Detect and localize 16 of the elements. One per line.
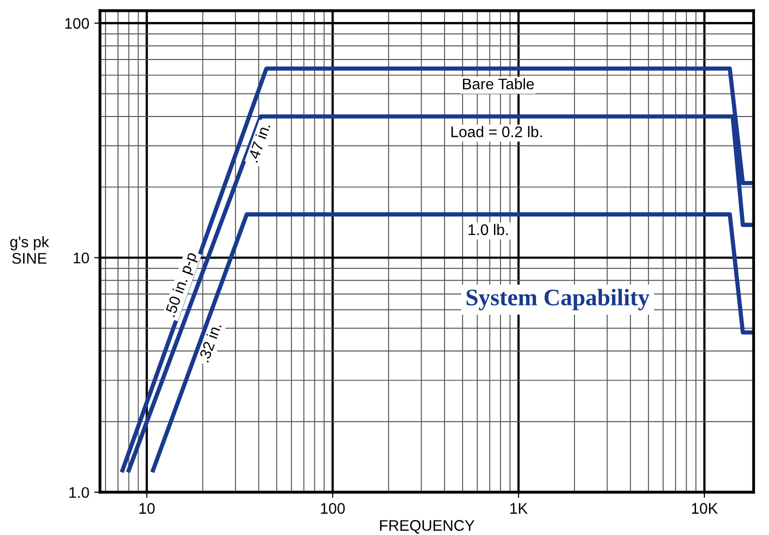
annotation: .47 in.: [246, 122, 270, 163]
x-tick-label: 1K: [510, 503, 528, 514]
y-tick-label: 100: [65, 18, 89, 29]
annotation: System Capability: [466, 288, 650, 310]
x-tick-label: 100: [321, 503, 345, 514]
series-label: Bare Table: [462, 78, 534, 90]
y-axis-title: g's pk SINE: [10, 236, 50, 264]
series-label: Load = 0.2 lb.: [451, 126, 542, 138]
x-tick-label: 10K: [692, 503, 718, 514]
x-tick-label: 10: [139, 503, 155, 514]
y-tick-label: 1.0: [69, 487, 89, 498]
x-axis-title: FREQUENCY: [380, 520, 474, 534]
y-tick-label: 10: [74, 252, 89, 264]
annotation: .32 in.: [198, 322, 222, 363]
series-label: 1.0 lb.: [468, 224, 508, 236]
annotation: .50 in. p-p: [164, 251, 200, 318]
